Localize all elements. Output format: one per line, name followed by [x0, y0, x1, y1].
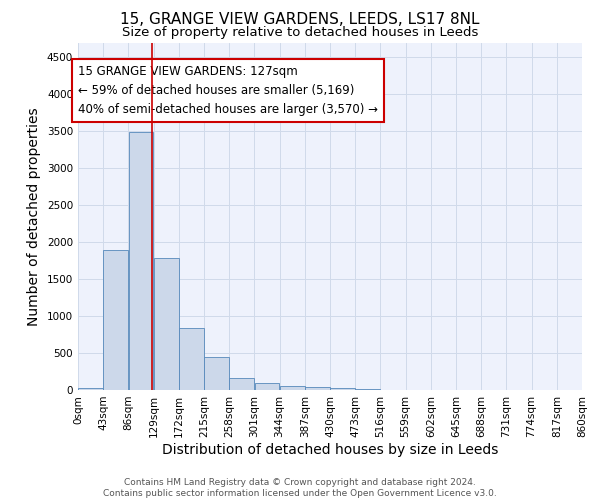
Text: 15, GRANGE VIEW GARDENS, LEEDS, LS17 8NL: 15, GRANGE VIEW GARDENS, LEEDS, LS17 8NL — [120, 12, 480, 28]
X-axis label: Distribution of detached houses by size in Leeds: Distribution of detached houses by size … — [162, 442, 498, 456]
Bar — [305, 387, 330, 390]
Bar — [179, 328, 204, 390]
Bar — [204, 356, 229, 390]
Text: Contains HM Land Registry data © Crown copyright and database right 2024.
Contai: Contains HM Land Registry data © Crown c… — [103, 478, 497, 498]
Text: 15 GRANGE VIEW GARDENS: 127sqm
← 59% of detached houses are smaller (5,169)
40% : 15 GRANGE VIEW GARDENS: 127sqm ← 59% of … — [78, 64, 378, 116]
Y-axis label: Number of detached properties: Number of detached properties — [28, 107, 41, 326]
Bar — [254, 383, 280, 390]
Bar — [154, 258, 179, 390]
Bar — [103, 250, 128, 390]
Bar — [128, 132, 154, 390]
Bar — [280, 386, 305, 390]
Bar — [330, 388, 355, 390]
Text: Size of property relative to detached houses in Leeds: Size of property relative to detached ho… — [122, 26, 478, 39]
Bar — [229, 378, 254, 390]
Bar — [78, 388, 103, 390]
Bar — [355, 388, 380, 390]
